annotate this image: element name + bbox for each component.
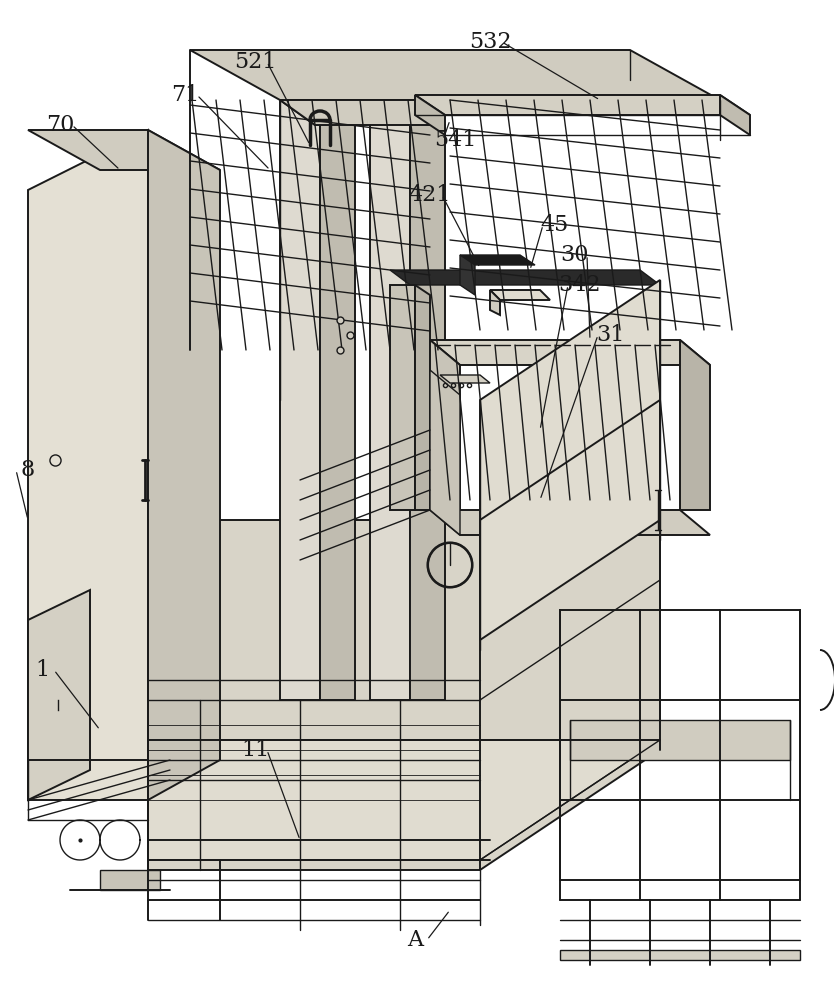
- Text: 342: 342: [559, 274, 601, 296]
- Polygon shape: [560, 950, 800, 960]
- Polygon shape: [680, 340, 710, 510]
- Polygon shape: [720, 95, 750, 135]
- Polygon shape: [390, 270, 660, 285]
- Text: 71: 71: [171, 84, 199, 106]
- Polygon shape: [430, 510, 710, 535]
- Polygon shape: [410, 100, 445, 700]
- Polygon shape: [320, 100, 355, 700]
- Polygon shape: [148, 400, 660, 870]
- Polygon shape: [430, 340, 710, 365]
- Text: 70: 70: [46, 114, 74, 136]
- Polygon shape: [190, 50, 720, 100]
- Polygon shape: [570, 720, 790, 760]
- Text: A: A: [407, 929, 423, 951]
- Text: 11: 11: [241, 739, 269, 761]
- Text: 521: 521: [234, 51, 276, 73]
- Polygon shape: [490, 290, 500, 315]
- Polygon shape: [148, 740, 660, 860]
- Polygon shape: [460, 255, 535, 265]
- Polygon shape: [28, 590, 90, 800]
- Polygon shape: [415, 285, 430, 510]
- Text: 31: 31: [595, 324, 624, 346]
- Text: 30: 30: [560, 244, 590, 266]
- Text: 421: 421: [409, 184, 451, 206]
- Polygon shape: [415, 95, 445, 135]
- Polygon shape: [28, 130, 220, 170]
- Polygon shape: [440, 375, 490, 383]
- Polygon shape: [390, 285, 415, 510]
- Polygon shape: [370, 100, 410, 700]
- Polygon shape: [28, 130, 148, 800]
- Text: 45: 45: [541, 214, 569, 236]
- Polygon shape: [148, 130, 220, 800]
- Polygon shape: [280, 100, 355, 125]
- Text: 1: 1: [35, 659, 49, 681]
- Polygon shape: [415, 95, 750, 115]
- Polygon shape: [480, 280, 660, 640]
- Text: 8: 8: [21, 459, 35, 481]
- Polygon shape: [490, 290, 550, 300]
- Text: 541: 541: [434, 129, 476, 151]
- Polygon shape: [280, 100, 320, 700]
- Text: 532: 532: [469, 31, 511, 53]
- Polygon shape: [430, 370, 460, 535]
- Polygon shape: [460, 255, 475, 295]
- Polygon shape: [430, 340, 460, 510]
- Polygon shape: [100, 870, 160, 890]
- Polygon shape: [280, 100, 445, 125]
